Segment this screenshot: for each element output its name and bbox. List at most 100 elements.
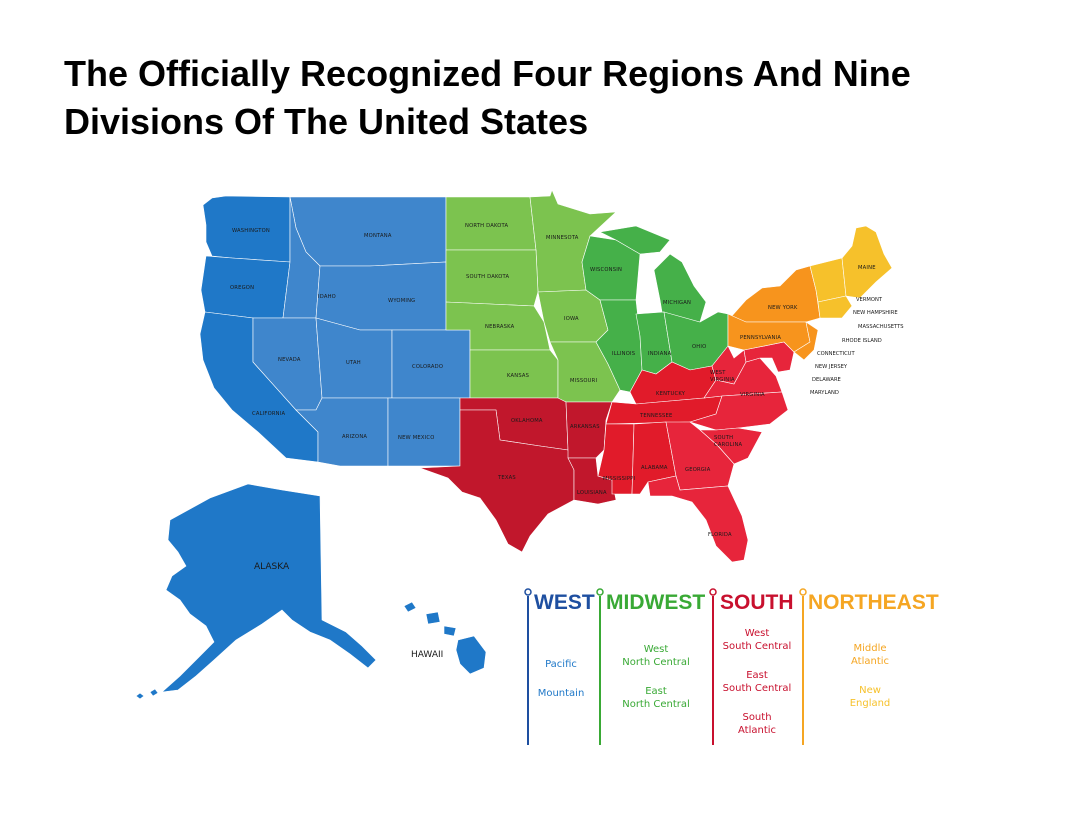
label-connecticut: CONNECTICUT (817, 351, 855, 357)
label-tennessee: TENNESSEE (639, 413, 672, 419)
legend-south-esc-2: South Central (723, 683, 792, 694)
label-texas: TEXAS (497, 475, 516, 481)
label-michigan: MICHIGAN (663, 300, 691, 306)
legend-midwest: MIDWEST West North Central East North Ce… (596, 588, 705, 745)
label-georgia: GEORGIA (685, 467, 711, 473)
label-indiana: INDIANA (648, 351, 672, 357)
page-title: The Officially Recognized Four Regions A… (64, 50, 1024, 146)
label-idaho: IDAHO (318, 294, 336, 300)
label-oklahoma: OKLAHOMA (511, 418, 543, 424)
alaska (135, 483, 377, 700)
state-utah (315, 317, 393, 399)
region-midwest-enc (581, 225, 729, 393)
legend-northeast-ne-1: New (859, 685, 881, 696)
label-new-jersey: NEW JERSEY (815, 364, 848, 370)
legend-midwest-enc-2: North Central (622, 699, 690, 710)
state-new-jersey (793, 321, 819, 361)
label-arizona: ARIZONA (342, 434, 367, 440)
region-south-wsc (419, 397, 617, 553)
label-delaware: DELAWARE (812, 377, 841, 383)
state-massachusetts-ct-ri (817, 295, 853, 319)
label-massachusetts: MASSACHUSETTS (858, 324, 904, 330)
label-alabama: ALABAMA (641, 465, 668, 471)
label-iowa: IOWA (564, 316, 579, 322)
state-new-york (729, 265, 821, 323)
legend-south-esc-1: East (746, 670, 768, 681)
region-northeast-middle-atlantic (727, 265, 821, 361)
state-montana (289, 196, 447, 267)
legend-south-heading: SOUTH (720, 591, 794, 614)
legend-south-wsc-2: South Central (723, 641, 792, 652)
label-missouri: MISSOURI (570, 378, 597, 384)
label-west-virginia-2: VIRGINIA (710, 377, 735, 383)
alaska-aleutian-islands (135, 688, 159, 700)
legend-midwest-enc-1: East (645, 686, 667, 697)
label-pennsylvania: PENNSYLVANIA (740, 335, 781, 341)
state-florida (647, 475, 749, 563)
region-northeast-new-england (809, 225, 893, 319)
hawaii (403, 601, 487, 675)
label-nebraska: NEBRASKA (485, 324, 515, 330)
state-south-dakota (445, 249, 539, 307)
label-oregon: OREGON (230, 285, 254, 291)
state-michigan (599, 225, 707, 325)
state-new-mexico (387, 397, 461, 467)
legend-west: WEST Pacific Mountain (524, 588, 595, 745)
label-montana: MONTANA (364, 233, 392, 239)
label-virginia: VIRGINIA (740, 392, 765, 398)
legend-northeast-heading: NORTHEAST (808, 591, 939, 614)
legend-west-mountain: Mountain (538, 688, 585, 699)
legend-south-atlantic-1: South (742, 712, 771, 723)
label-illinois: ILLINOIS (612, 351, 635, 357)
legend-south-wsc-1: West (745, 628, 770, 639)
label-washington: WASHINGTON (232, 228, 270, 234)
region-legend: WEST Pacific Mountain MIDWEST West North… (524, 588, 939, 745)
label-vermont: VERMONT (856, 297, 883, 303)
label-mississippi: MISSISSIPPI (603, 476, 635, 482)
label-florida: FLORIDA (708, 532, 732, 538)
state-alaska (161, 483, 377, 693)
state-louisiana (567, 457, 617, 505)
state-texas (419, 409, 575, 553)
label-maryland: MARYLAND (810, 390, 839, 396)
label-west-virginia-1: WEST (710, 370, 726, 376)
legend-midwest-wnc-1: West (644, 644, 669, 655)
label-utah: UTAH (346, 360, 361, 366)
legend-south-pin (709, 588, 717, 596)
label-california: CALIFORNIA (252, 411, 285, 417)
label-arkansas: ARKANSAS (570, 424, 600, 430)
state-wisconsin (581, 235, 641, 301)
label-new-york: NEW YORK (768, 305, 798, 311)
region-west-mountain (252, 196, 471, 467)
label-rhode-island: RHODE ISLAND (842, 338, 882, 344)
label-minnesota: MINNESOTA (546, 235, 579, 241)
legend-midwest-pin (596, 588, 604, 596)
legend-south-atlantic-2: Atlantic (738, 725, 776, 736)
region-midwest-wnc (445, 189, 621, 403)
legend-midwest-heading: MIDWEST (606, 591, 705, 614)
legend-south: SOUTH West South Central East South Cent… (709, 588, 794, 745)
label-nevada: NEVADA (278, 357, 301, 363)
label-colorado: COLORADO (412, 364, 443, 370)
label-wisconsin: WISCONSIN (590, 267, 622, 273)
state-labels: WASHINGTON OREGON CALIFORNIA MONTANA IDA… (230, 223, 876, 538)
label-maine: MAINE (858, 265, 876, 271)
label-south-dakota: SOUTH DAKOTA (466, 274, 510, 280)
label-north-dakota: NORTH DAKOTA (465, 223, 509, 229)
title-line-2: Divisions Of The United States (64, 101, 589, 142)
legend-northeast: NORTHEAST Middle Atlantic New England (799, 588, 939, 745)
label-south-carolina-2: CAROLINA (714, 442, 743, 448)
legend-midwest-wnc-2: North Central (622, 657, 690, 668)
label-ohio: OHIO (692, 344, 706, 350)
legend-west-heading: WEST (534, 591, 595, 614)
legend-northeast-ma-1: Middle (853, 643, 886, 654)
legend-northeast-pin (799, 588, 807, 596)
label-hawaii: HAWAII (411, 650, 443, 660)
legend-west-pin (524, 588, 532, 596)
region-south-atlantic (647, 341, 795, 563)
label-kansas: KANSAS (507, 373, 529, 379)
northeast-callout-labels: VERMONT NEW HAMPSHIRE MASSACHUSETTS RHOD… (810, 297, 904, 396)
label-new-mexico: NEW MEXICO (398, 435, 434, 441)
label-new-hampshire: NEW HAMPSHIRE (853, 310, 898, 316)
